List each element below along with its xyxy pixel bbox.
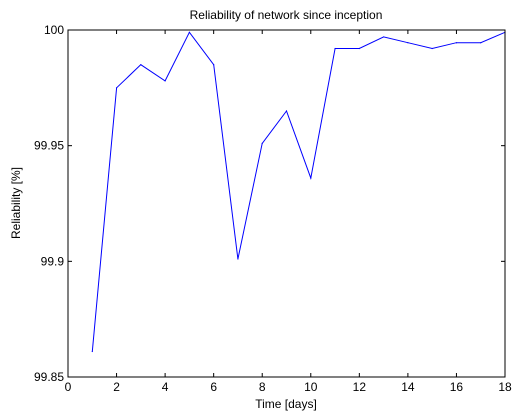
x-tick-label: 10 — [304, 380, 318, 394]
data-point — [164, 80, 166, 82]
data-point — [261, 142, 263, 144]
x-tick-label: 0 — [65, 380, 72, 394]
data-point — [310, 177, 312, 179]
x-tick-label: 12 — [353, 380, 367, 394]
x-axis-label: Time [days] — [255, 397, 317, 411]
x-tick-label: 6 — [210, 380, 217, 394]
data-point — [431, 47, 433, 50]
y-tick-label: 99.85 — [34, 370, 64, 384]
x-tick-label: 18 — [498, 380, 512, 394]
reliability-series-line — [91, 31, 506, 352]
data-point — [115, 87, 118, 89]
plot-area — [91, 31, 506, 353]
axes-frame — [67, 29, 506, 378]
x-tick-label: 4 — [162, 380, 169, 394]
y-tick-label: 99.9 — [41, 254, 65, 268]
x-tick-label: 2 — [113, 380, 120, 394]
x-tick-label: 8 — [259, 380, 266, 394]
data-point — [407, 42, 409, 44]
y-tick-label: 100 — [44, 23, 64, 37]
data-point — [140, 64, 142, 66]
x-tick-label: 14 — [401, 380, 415, 394]
x-tick-label: 16 — [450, 380, 464, 394]
data-point — [334, 47, 336, 50]
tick-marks-layer — [67, 29, 506, 378]
y-tick-label: 99.95 — [34, 139, 64, 153]
y-axis-label: Reliability [%] — [9, 167, 23, 239]
chart-title: Reliability of network since inception — [190, 8, 383, 22]
data-point — [480, 42, 482, 44]
data-point — [358, 47, 360, 50]
data-point — [91, 350, 93, 353]
data-point — [383, 36, 385, 38]
tick-labels-layer: 0 2 4 6 8 10 12 14 16 18 99.85 99.9 99.95 100 — [34, 23, 512, 394]
data-point — [188, 31, 190, 33]
data-point — [237, 258, 239, 260]
data-point — [285, 110, 288, 112]
data-point — [455, 42, 458, 44]
data-point — [213, 64, 215, 66]
